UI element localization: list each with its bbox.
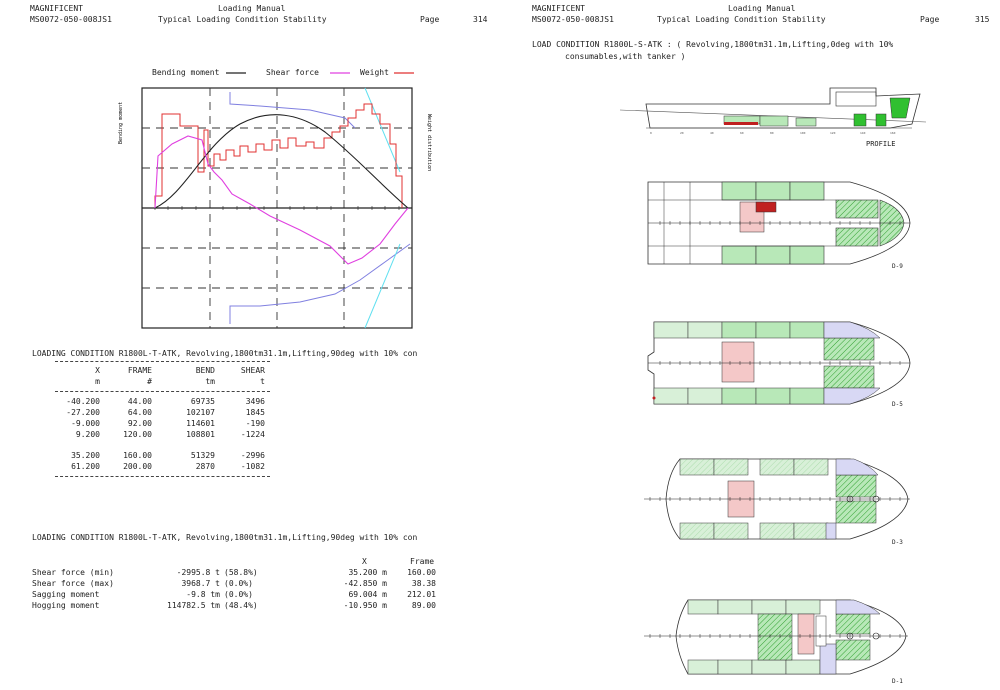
- table-row: -9.000 92.00 114601 -190: [71, 419, 265, 428]
- table-row: 9.200 120.00 108801 -1224: [75, 430, 265, 439]
- left-doc-id: MS0072-050-008JS1: [30, 15, 112, 24]
- weight-series: [154, 103, 403, 208]
- right-axis-label: Weight distribution: [426, 114, 432, 171]
- deck-plan-d5: [647, 321, 911, 405]
- left-page-number: 314: [473, 15, 488, 24]
- table-row: -27.200 64.00 102107 1845: [66, 408, 265, 417]
- right-company: MAGNIFICENT: [532, 4, 585, 13]
- col-bend: BEND: [195, 366, 215, 375]
- profile-label: PROFILE: [866, 140, 896, 148]
- left-page-label: Page: [420, 15, 440, 24]
- deck-label-d5: D-5: [892, 401, 903, 408]
- table-row: 35.200 160.00 51329 -2996: [71, 451, 265, 460]
- limit-line-lower: [364, 243, 401, 329]
- deck-label-d1: D-1: [892, 678, 903, 685]
- table-rule-top: [55, 361, 270, 362]
- col-frame: FRAME: [127, 366, 152, 375]
- left-company: MAGNIFICENT: [30, 4, 83, 13]
- svg-text:160: 160: [890, 131, 896, 135]
- right-condition-line-1: LOAD CONDITION R1800L-S-ATK : ( Revolvin…: [532, 40, 894, 49]
- right-subtitle: Typical Loading Condition Stability: [657, 15, 826, 24]
- left-axis-label: Bending moment: [118, 102, 124, 144]
- table-header-row: X FRAME BEND SHEAR: [55, 365, 270, 376]
- bending-moment-series: [154, 114, 409, 209]
- svg-text:40: 40: [710, 131, 714, 135]
- table-row: 61.200 200.00 2870 -1082: [71, 462, 265, 471]
- col-shear: SHEAR: [240, 366, 265, 375]
- right-page-number: 315: [975, 15, 990, 24]
- bending-shear-table: X FRAME BEND SHEAR m # tm t -40.200 44.00…: [55, 361, 270, 477]
- svg-text:20: 20: [680, 131, 684, 135]
- table-rule-mid: [55, 391, 270, 392]
- svg-text:120: 120: [830, 131, 836, 135]
- svg-text:100: 100: [800, 131, 806, 135]
- shear-envelope-upper: [229, 92, 356, 129]
- table2-row: Shear force (min) -2995.8 t (58.8%) 35.2…: [32, 568, 436, 577]
- shear-force-series: [154, 135, 409, 265]
- svg-text:140: 140: [860, 131, 866, 135]
- table2-row: Shear force (max) 3968.7 t (0.0%) -42.85…: [32, 579, 436, 588]
- legend-shear-label: Shear force: [266, 68, 319, 77]
- ship-profile-view: 0 20 40 60 80 100 120 140 160: [619, 87, 927, 135]
- table2-header-row: X Frame: [362, 557, 435, 566]
- deck-plan-d3: [644, 458, 910, 540]
- left-condition-line-1: LOADING CONDITION R1800L-T-ATK, Revolvin…: [32, 349, 418, 358]
- deck-label-d3: D-3: [892, 539, 903, 546]
- legend-bending-label: Bending moment: [152, 68, 220, 77]
- svg-text:60: 60: [740, 131, 744, 135]
- right-doc-id: MS0072-050-008JS1: [532, 15, 614, 24]
- col-x: X: [95, 366, 100, 375]
- right-page-label: Page: [920, 15, 940, 24]
- shear-envelope-lower: [229, 243, 411, 324]
- left-manual-title: Loading Manual: [218, 4, 286, 13]
- legend-bending-swatch: [226, 72, 246, 74]
- right-condition-line-2: consumables,with tanker ): [565, 52, 686, 61]
- deck-label-d9: D-9: [892, 263, 903, 270]
- table-row: -40.200 44.00 69735 3496: [66, 397, 265, 406]
- legend-shear-swatch: [330, 72, 350, 74]
- svg-text:0: 0: [650, 131, 652, 135]
- deck-plan-d9: [647, 181, 911, 265]
- extreme-values-table: X Frame Shear force (min) -2995.8 t (58.…: [32, 556, 452, 611]
- svg-text:80: 80: [770, 131, 774, 135]
- left-subtitle: Typical Loading Condition Stability: [158, 15, 327, 24]
- table-rule-bottom: [55, 476, 270, 477]
- limit-line-upper: [364, 87, 401, 173]
- table-unit-row: m # tm t: [95, 377, 265, 386]
- right-manual-title: Loading Manual: [728, 4, 796, 13]
- longitudinal-strength-chart: Bending moment Weight distribution: [118, 87, 432, 329]
- legend-weight-swatch: [394, 72, 414, 74]
- legend-weight-label: Weight: [360, 68, 389, 77]
- table2-row: Sagging moment -9.8 tm (0.0%) 69.004 m 2…: [32, 590, 436, 599]
- left-condition-line-2: LOADING CONDITION R1800L-T-ATK, Revolvin…: [32, 533, 418, 542]
- table2-row: Hogging moment 114782.5 tm (48.4%) -10.9…: [32, 601, 436, 610]
- deck-plan-d1: [644, 599, 908, 675]
